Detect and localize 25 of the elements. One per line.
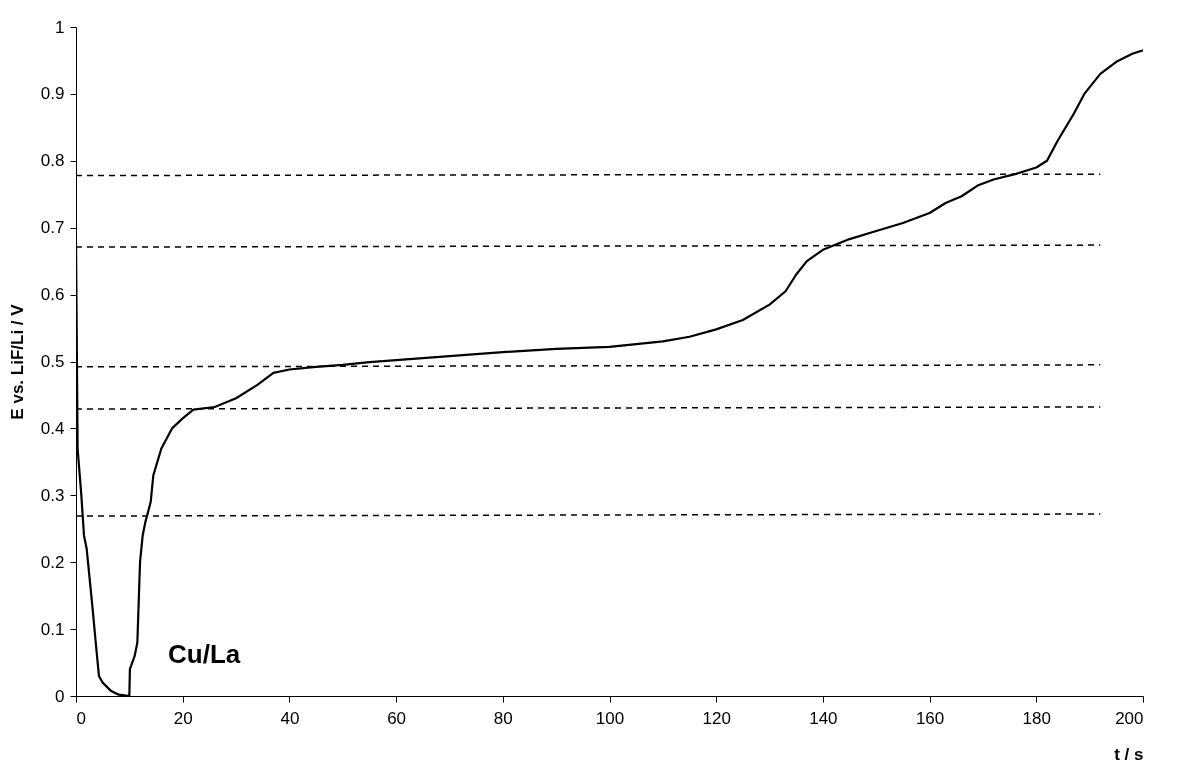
y-tick-label: 0.7 (40, 218, 65, 238)
y-tick-label: 0.3 (40, 485, 65, 505)
x-tick-label: 160 (915, 708, 945, 728)
y-tick-label: 0.8 (40, 151, 65, 171)
y-tick-label: 0.6 (40, 285, 65, 305)
y-tick-label: 0.1 (40, 619, 65, 639)
x-tick-label: 180 (1022, 708, 1051, 728)
x-axis-title: t / s (1114, 744, 1144, 764)
x-tick-label: 100 (595, 708, 625, 728)
annotation: Cu/La (168, 639, 241, 669)
x-tick-label: 40 (280, 708, 300, 728)
y-axis-title: E vs. LiF/Li / V (7, 303, 27, 420)
y-tick-label: 0.5 (40, 352, 65, 371)
y-tick-label: 1 (55, 17, 65, 37)
x-tick-label: 20 (173, 708, 193, 728)
x-tick-label: 120 (702, 708, 731, 728)
x-tick-label: 60 (387, 708, 407, 728)
x-tick-label: 0 (76, 708, 86, 728)
y-tick-label: 0.2 (40, 552, 65, 572)
y-tick-label: 0.4 (40, 418, 65, 438)
x-tick-label: 80 (493, 708, 513, 728)
y-tick-label: 0.9 (40, 84, 65, 104)
x-tick-label: 140 (809, 708, 838, 728)
x-tick-label: 200 (1115, 708, 1144, 728)
y-tick-label: 0 (55, 686, 65, 706)
